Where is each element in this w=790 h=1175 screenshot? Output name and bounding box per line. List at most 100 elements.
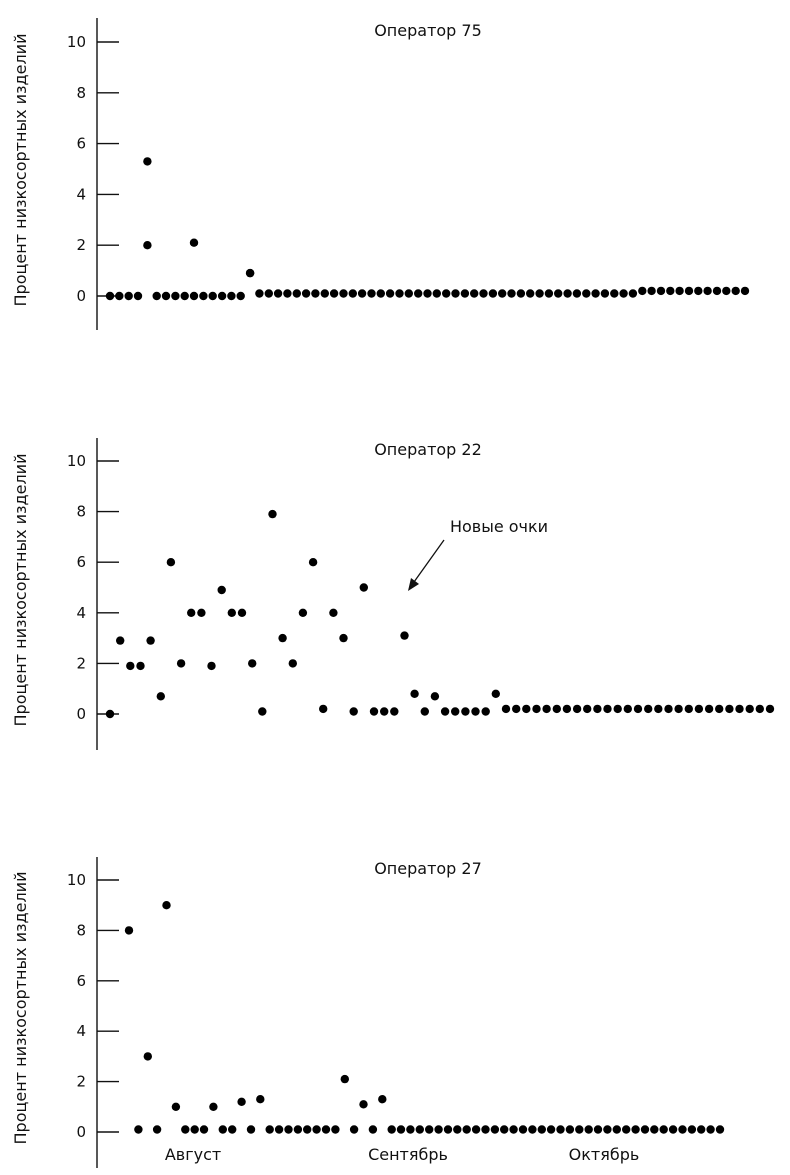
y-axis-label: Процент низкосортных изделий [11,872,30,1145]
y-tick-label: 0 [76,1123,86,1141]
data-point [303,1125,312,1134]
data-point [115,291,124,301]
data-point [703,286,712,296]
data-point [440,707,450,716]
data-point [209,1102,218,1112]
data-point [668,1125,678,1134]
data-point [339,633,348,643]
data-point [694,704,704,714]
chart-panel-2: 0 2 4 6 8 10 Оператор 22 Процент низкосортных и… [11,438,775,750]
y-axis-label: Процент низкосортных изделий [11,454,30,727]
data-point [126,661,135,671]
data-point [278,633,287,643]
data-point [644,704,653,714]
data-point [572,704,582,714]
data-point [755,704,764,714]
data-point [544,289,554,298]
data-point [460,289,470,298]
data-point [518,1125,528,1134]
data-point [320,289,329,298]
annotation-arrow-line [413,539,445,583]
data-point [146,636,155,645]
data-point [395,289,404,298]
data-point [301,289,311,298]
data-point [712,286,722,296]
data-point [612,1125,621,1134]
data-point [357,289,367,298]
data-point [189,291,199,301]
y-tick-label: 10 [67,452,86,470]
data-point [622,1125,631,1134]
data-point [500,1125,509,1134]
data-point [451,707,460,716]
data-point [133,291,143,301]
data-point [176,659,186,668]
data-point [471,1125,481,1134]
data-point [274,1125,284,1134]
data-point [152,1125,162,1134]
data-point [640,1125,650,1134]
data-point [400,631,409,640]
data-point [498,289,507,298]
y-tick-label: 4 [76,185,86,203]
data-point [565,1125,575,1134]
data-point [591,289,600,298]
data-point [740,286,750,296]
data-point [451,289,460,298]
data-point [481,707,490,716]
x-month-label: Август [165,1145,221,1164]
data-point [507,289,516,298]
data-point [376,289,385,298]
data-point [264,289,273,298]
data-point [256,1095,265,1104]
data-point [189,238,199,247]
data-point [425,1125,434,1134]
data-point [245,268,255,278]
data-point [340,1074,349,1084]
data-point [628,289,638,298]
data-point [704,704,714,714]
data-point [675,286,684,296]
data-point [208,291,217,301]
data-point [171,1102,181,1112]
chart-title: Оператор 22 [374,440,482,459]
data-point [434,1125,443,1134]
data-point [288,659,297,668]
data-point [453,1125,462,1134]
data-point [217,291,227,301]
data-point [461,707,470,716]
y-tick-label: 2 [76,1073,86,1091]
data-point [678,1125,687,1134]
x-month-label: Октябрь [569,1145,640,1164]
data-point [105,709,115,719]
data-point [273,289,283,298]
data-point [339,289,348,298]
data-point [584,1125,593,1134]
data-point [528,1125,537,1134]
data-point [442,289,451,298]
data-point [166,558,176,567]
data-point [631,1125,640,1134]
data-point [694,286,703,296]
data-point [298,608,308,617]
y-tick-label: 10 [67,871,86,889]
data-point [654,704,663,714]
data-point [329,608,338,617]
data-point [312,1125,321,1134]
data-point [516,289,526,298]
data-point [292,289,301,298]
data-point [491,689,500,698]
data-point [572,289,582,298]
annotation-arrow-head [408,578,419,591]
y-tick-label: 8 [76,503,86,521]
y-tick-label: 8 [76,921,86,939]
data-point [319,704,328,714]
data-point [532,704,541,714]
data-point [765,704,775,714]
data-point [470,289,479,298]
data-point [481,1125,490,1134]
data-point [258,707,267,716]
data-point [684,704,693,714]
data-point [593,1125,603,1134]
